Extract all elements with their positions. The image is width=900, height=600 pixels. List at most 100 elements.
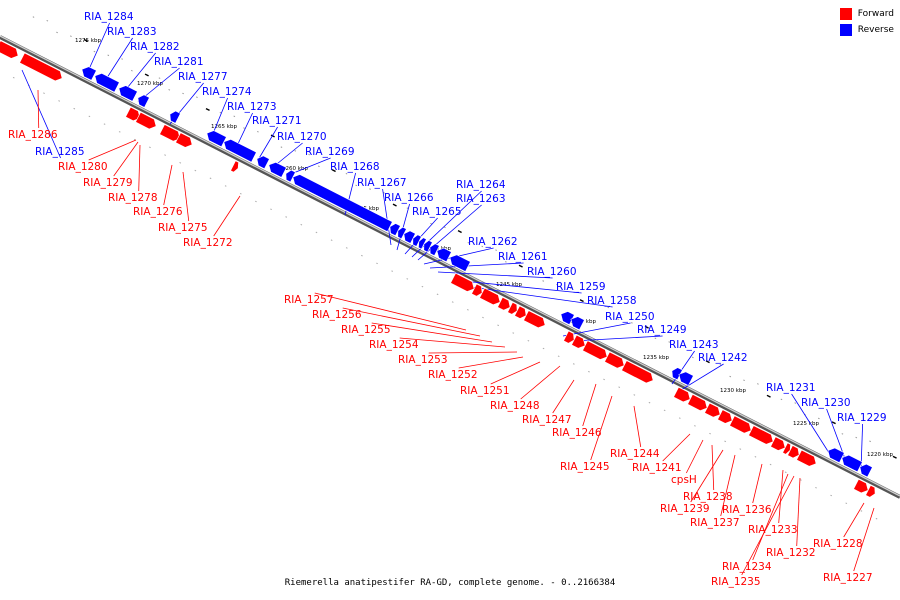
gene-label[interactable]: RIA_1265 xyxy=(412,206,462,218)
gene-feature-forward[interactable] xyxy=(865,484,876,498)
gene-label[interactable]: RIA_1255 xyxy=(341,324,391,336)
gene-feature-forward[interactable] xyxy=(507,301,518,315)
gene-label[interactable]: RIA_1266 xyxy=(384,192,434,204)
gene-label[interactable]: RIA_1227 xyxy=(823,572,873,584)
gene-label[interactable]: RIA_1272 xyxy=(183,237,233,249)
gene-label[interactable]: RIA_1264 xyxy=(456,179,506,191)
gene-feature-forward[interactable] xyxy=(514,305,527,319)
gene-feature-reverse[interactable] xyxy=(671,367,683,381)
gene-label[interactable]: RIA_1229 xyxy=(837,412,887,424)
gene-feature-forward[interactable] xyxy=(782,442,791,455)
gene-label[interactable]: RIA_1275 xyxy=(158,222,208,234)
gene-label[interactable]: RIA_1286 xyxy=(8,129,58,141)
gene-feature-forward[interactable] xyxy=(479,287,501,306)
gene-label[interactable]: RIA_1233 xyxy=(748,524,798,536)
gene-feature-forward[interactable] xyxy=(523,310,546,329)
gene-label[interactable]: RIA_1247 xyxy=(522,414,572,426)
gene-feature-reverse[interactable] xyxy=(436,247,452,263)
gene-label[interactable]: RIA_1232 xyxy=(766,547,816,559)
gene-feature-forward[interactable] xyxy=(704,402,721,418)
gene-label[interactable]: RIA_1235 xyxy=(711,576,761,588)
gene-feature-forward[interactable] xyxy=(748,425,774,445)
gene-feature-reverse[interactable] xyxy=(560,311,575,326)
gene-feature-forward[interactable] xyxy=(621,360,654,384)
gene-feature-reverse[interactable] xyxy=(81,66,97,81)
gene-label[interactable]: RIA_1241 xyxy=(632,462,682,474)
gene-label[interactable]: RIA_1283 xyxy=(107,26,157,38)
gene-label[interactable]: RIA_1242 xyxy=(698,352,748,364)
gene-feature-forward[interactable] xyxy=(673,386,691,403)
gene-label[interactable]: RIA_1280 xyxy=(58,161,108,173)
gene-label[interactable]: RIA_1284 xyxy=(84,11,134,23)
gene-feature-reverse[interactable] xyxy=(403,230,416,244)
gene-feature-reverse[interactable] xyxy=(423,240,433,253)
gene-feature-reverse[interactable] xyxy=(169,110,181,124)
gene-feature-forward[interactable] xyxy=(770,436,786,451)
gene-label[interactable]: RIA_1228 xyxy=(813,538,863,550)
gene-feature-reverse[interactable] xyxy=(449,254,471,272)
gene-label[interactable]: RIA_1259 xyxy=(556,281,606,293)
gene-feature-forward[interactable] xyxy=(19,52,63,82)
gene-feature-forward[interactable] xyxy=(450,272,475,292)
gene-label[interactable]: RIA_1268 xyxy=(330,161,380,173)
gene-feature-reverse[interactable] xyxy=(389,223,401,237)
gene-feature-forward[interactable] xyxy=(230,160,239,173)
gene-label[interactable]: RIA_1273 xyxy=(227,101,277,113)
gene-label[interactable]: RIA_1234 xyxy=(722,561,772,573)
gene-label[interactable]: RIA_1278 xyxy=(108,192,158,204)
gene-label[interactable]: RIA_1230 xyxy=(801,397,851,409)
gene-label[interactable]: RIA_1267 xyxy=(357,177,407,189)
gene-label[interactable]: RIA_1250 xyxy=(605,311,655,323)
gene-label[interactable]: RIA_1236 xyxy=(722,504,772,516)
gene-label[interactable]: RIA_1285 xyxy=(35,146,85,158)
gene-label[interactable]: RIA_1261 xyxy=(498,251,548,263)
gene-label[interactable]: RIA_1251 xyxy=(460,385,510,397)
gene-feature-reverse[interactable] xyxy=(285,169,296,183)
gene-label[interactable]: RIA_1281 xyxy=(154,56,204,68)
gene-label[interactable]: cpsH xyxy=(671,474,697,486)
gene-label[interactable]: RIA_1263 xyxy=(456,193,506,205)
gene-label[interactable]: RIA_1282 xyxy=(130,41,180,53)
gene-feature-forward[interactable] xyxy=(729,415,752,434)
gene-label[interactable]: RIA_1245 xyxy=(560,461,610,473)
gene-label[interactable]: RIA_1238 xyxy=(683,491,733,503)
gene-feature-reverse[interactable] xyxy=(827,447,845,464)
gene-label[interactable]: RIA_1254 xyxy=(369,339,419,351)
gene-feature-reverse[interactable] xyxy=(223,138,257,163)
gene-feature-reverse[interactable] xyxy=(118,85,138,102)
gene-label[interactable]: RIA_1260 xyxy=(527,266,577,278)
gene-feature-reverse[interactable] xyxy=(418,237,427,250)
gene-label[interactable]: RIA_1270 xyxy=(277,131,327,143)
gene-label[interactable]: RIA_1258 xyxy=(587,295,637,307)
gene-label[interactable]: RIA_1256 xyxy=(312,309,362,321)
gene-feature-forward[interactable] xyxy=(135,111,157,130)
gene-label[interactable]: RIA_1277 xyxy=(178,71,228,83)
gene-feature-reverse[interactable] xyxy=(570,316,585,331)
gene-feature-forward[interactable] xyxy=(787,445,800,459)
gene-feature-forward[interactable] xyxy=(497,296,511,311)
gene-feature-reverse[interactable] xyxy=(429,243,440,257)
gene-feature-forward[interactable] xyxy=(853,478,869,494)
gene-feature-reverse[interactable] xyxy=(94,72,120,93)
gene-feature-forward[interactable] xyxy=(175,132,193,148)
gene-feature-reverse[interactable] xyxy=(678,371,694,386)
gene-feature-reverse[interactable] xyxy=(137,94,150,108)
gene-label[interactable]: RIA_1252 xyxy=(428,369,478,381)
gene-feature-forward[interactable] xyxy=(604,351,625,369)
gene-label[interactable]: RIA_1279 xyxy=(83,177,133,189)
gene-label[interactable]: RIA_1257 xyxy=(284,294,334,306)
gene-feature-reverse[interactable] xyxy=(268,161,287,178)
gene-feature-reverse[interactable] xyxy=(292,174,393,233)
gene-feature-reverse[interactable] xyxy=(206,130,227,148)
gene-feature-forward[interactable] xyxy=(687,393,708,411)
gene-feature-reverse[interactable] xyxy=(412,234,422,247)
gene-feature-forward[interactable] xyxy=(471,283,483,297)
gene-label[interactable]: RIA_1274 xyxy=(202,86,252,98)
gene-label[interactable]: RIA_1248 xyxy=(490,400,540,412)
gene-label[interactable]: RIA_1253 xyxy=(398,354,448,366)
gene-label[interactable]: RIA_1243 xyxy=(669,339,719,351)
gene-feature-forward[interactable] xyxy=(0,40,19,59)
gene-feature-forward[interactable] xyxy=(717,409,733,424)
gene-feature-reverse[interactable] xyxy=(397,226,407,240)
gene-feature-forward[interactable] xyxy=(796,449,817,467)
